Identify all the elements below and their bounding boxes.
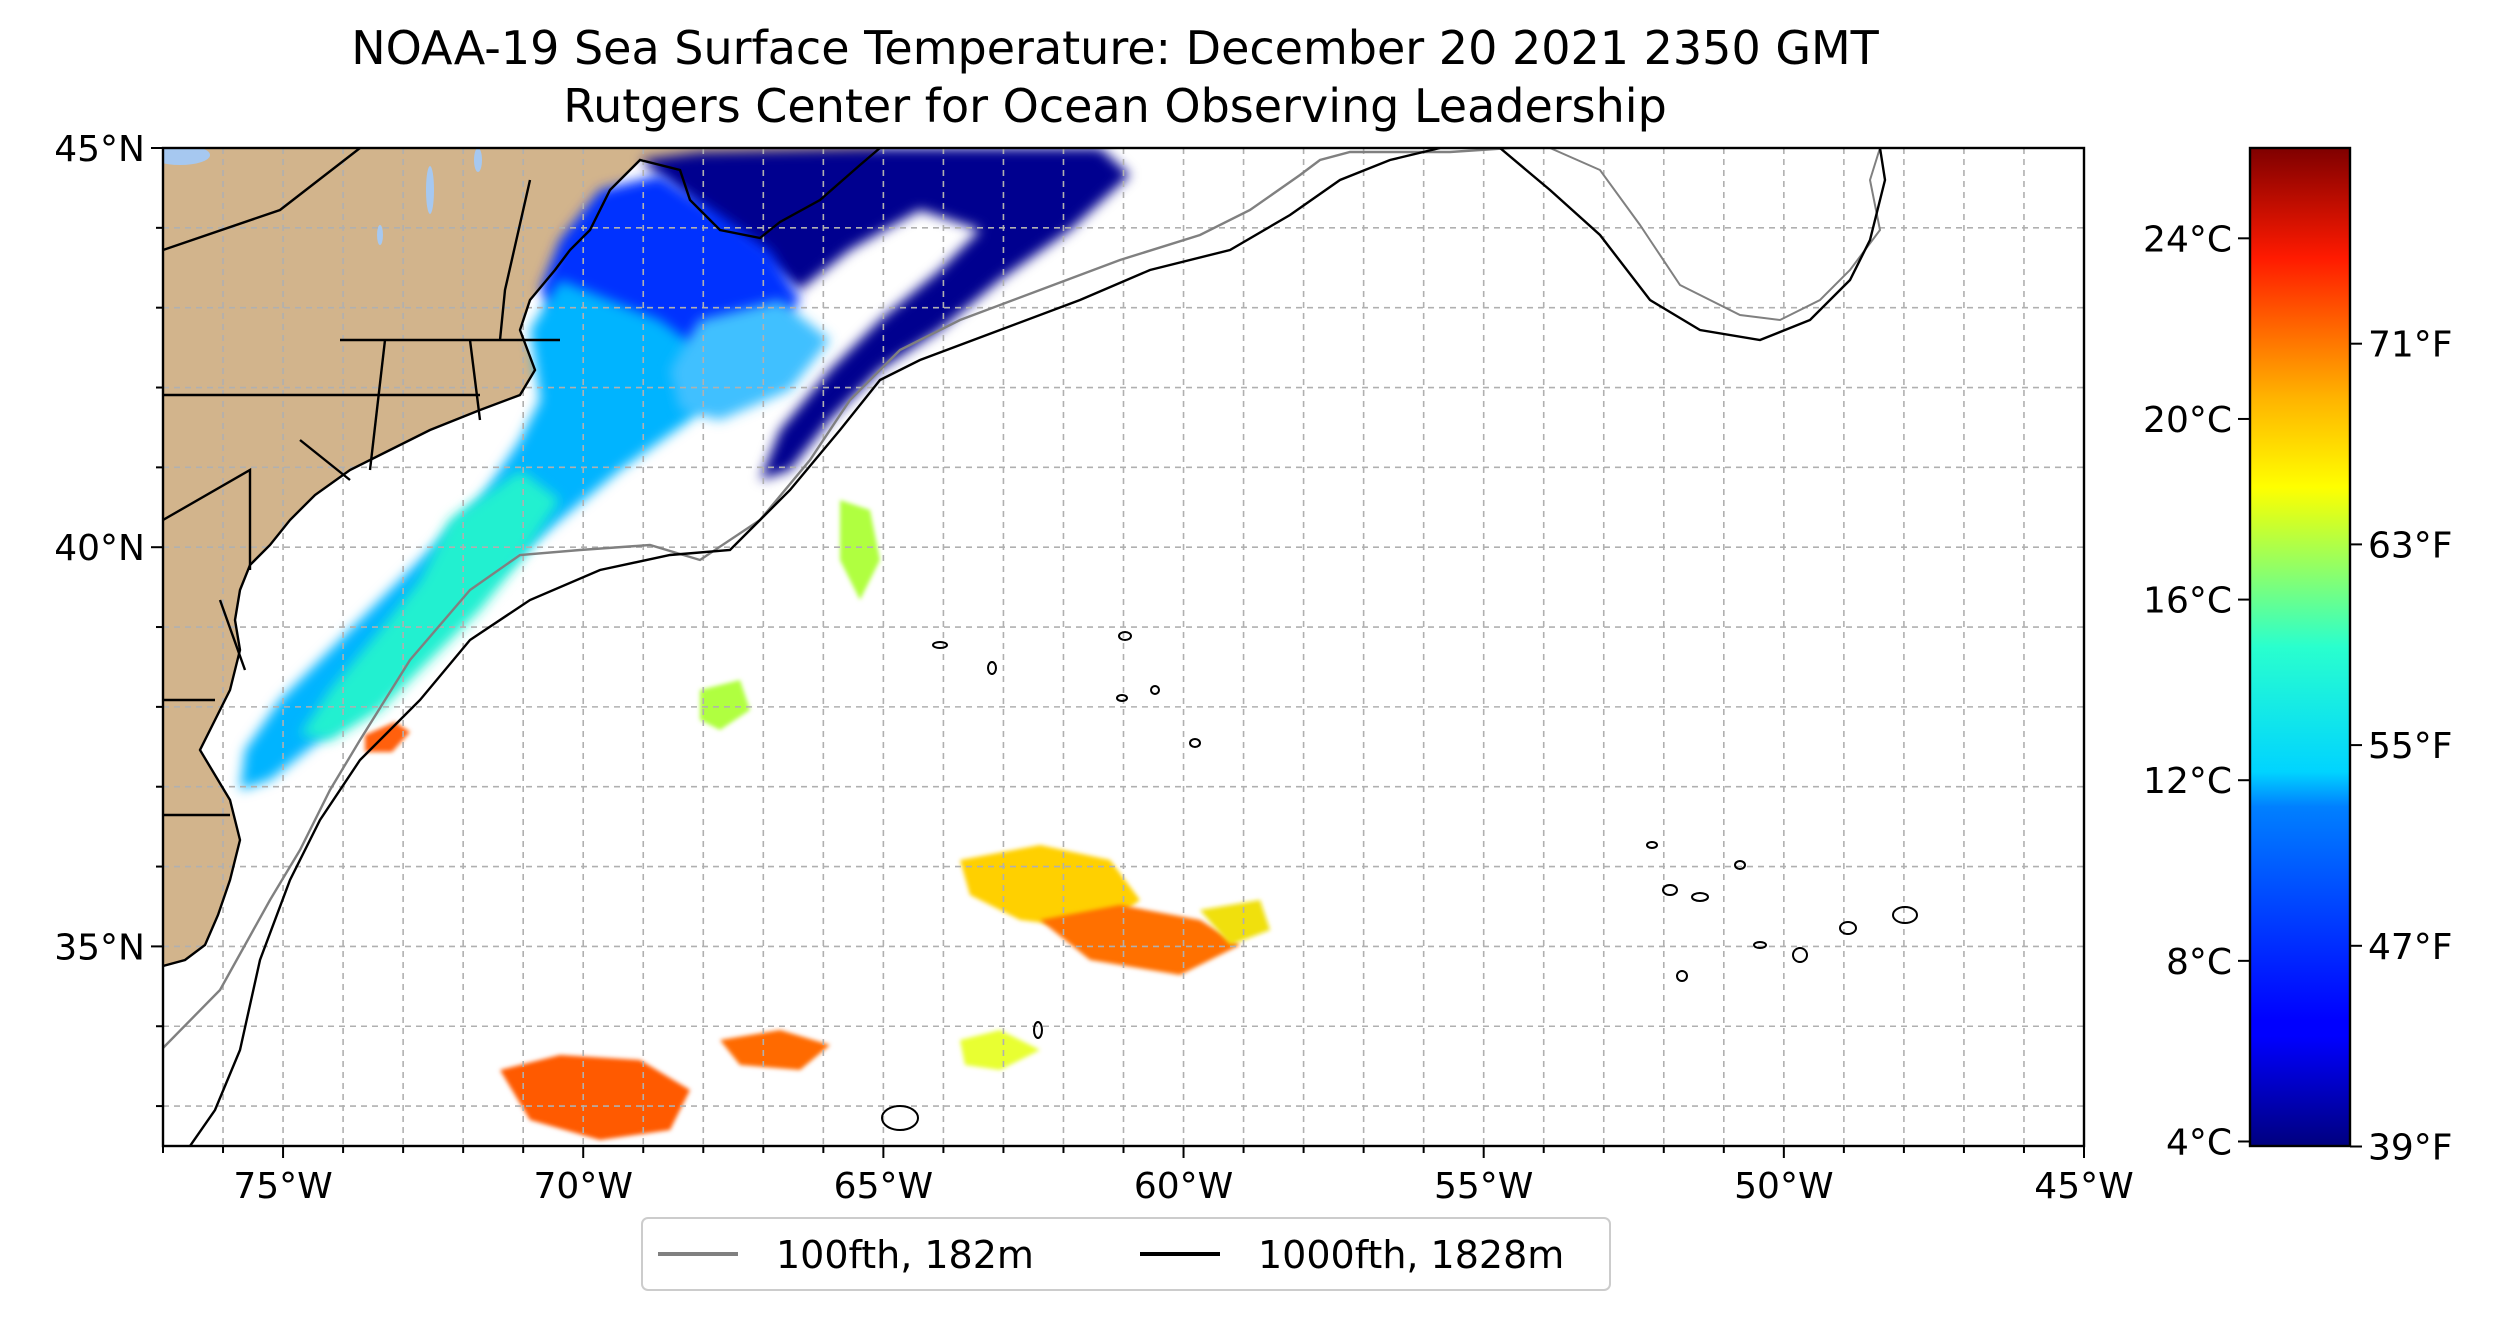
colorbar-fahrenheit-label: 71°F bbox=[2368, 325, 2453, 366]
seamount-4 bbox=[1116, 694, 1128, 702]
seamount-2 bbox=[1118, 631, 1132, 641]
seamount-13 bbox=[1753, 941, 1767, 949]
lon-tick-label: 60°W bbox=[1134, 1166, 1233, 1207]
border-4 bbox=[468, 339, 482, 421]
isobath-100fth bbox=[163, 148, 1511, 1049]
isobath-1000fth-north bbox=[1499, 148, 1887, 342]
legend-label-100fth: 100fth, 182m bbox=[776, 1233, 1034, 1277]
lon-tick-label: 70°W bbox=[534, 1166, 633, 1207]
colorbar-celsius-label: 24°C bbox=[2143, 219, 2232, 260]
border-3 bbox=[368, 339, 387, 471]
seamount-17 bbox=[1676, 970, 1688, 982]
colorbar-fahrenheit-label: 55°F bbox=[2368, 726, 2453, 767]
seamount-8 bbox=[881, 1105, 919, 1131]
lon-tick-label: 55°W bbox=[1434, 1166, 1533, 1207]
sst-cold-northern bbox=[640, 148, 1130, 480]
colorbar-celsius-label: 8°C bbox=[2166, 942, 2232, 983]
sst-light-blue-patch bbox=[670, 300, 830, 420]
sst-yellow-patch-3 bbox=[960, 1030, 1040, 1070]
seamount-3 bbox=[987, 661, 997, 675]
lon-tick-label: 45°W bbox=[2034, 1166, 2133, 1207]
border-7 bbox=[299, 439, 351, 481]
border-11 bbox=[163, 148, 361, 252]
lake-2 bbox=[377, 225, 383, 245]
lon-tick-label: 75°W bbox=[233, 1166, 332, 1207]
lat-tick-label: 40°N bbox=[54, 528, 145, 569]
isobath-1000fth bbox=[189, 148, 1441, 1146]
lon-tick-label: 65°W bbox=[834, 1166, 933, 1207]
seamount-15 bbox=[1839, 921, 1857, 935]
lake-3 bbox=[474, 148, 482, 172]
chart-subtitle: Rutgers Center for Ocean Observing Leade… bbox=[563, 79, 1667, 133]
seamount-5 bbox=[1150, 685, 1160, 695]
lat-tick-label: 35°N bbox=[54, 927, 145, 968]
colorbar-fahrenheit-label: 47°F bbox=[2368, 927, 2453, 968]
seamount-6 bbox=[1189, 738, 1201, 748]
coastline bbox=[163, 148, 881, 968]
colorbar-celsius-axis: 4°C 8°C 12°C 16°C 20°C 24°C bbox=[2143, 219, 2250, 1163]
colorbar-fahrenheit-axis: 39°F 47°F 55°F 63°F 71°F bbox=[2350, 325, 2453, 1169]
lake-1 bbox=[426, 166, 434, 214]
legend: 100fth, 182m 1000fth, 1828m bbox=[641, 1217, 1611, 1291]
border-5 bbox=[498, 179, 532, 341]
seamount-14 bbox=[1792, 947, 1808, 963]
land-mass bbox=[163, 148, 880, 966]
legend-box bbox=[641, 1217, 1611, 1291]
sst-teal-shelf bbox=[300, 470, 560, 740]
sst-green-patch-1 bbox=[700, 680, 750, 730]
colorbar-fahrenheit-label: 39°F bbox=[2368, 1128, 2453, 1169]
colorbar-celsius-label: 4°C bbox=[2166, 1122, 2232, 1163]
sst-data bbox=[240, 148, 1270, 1140]
seamounts bbox=[881, 631, 1918, 1131]
lake-4 bbox=[163, 148, 210, 165]
colorbar-celsius-label: 16°C bbox=[2143, 581, 2232, 622]
colorbar-fahrenheit-label: 63°F bbox=[2368, 525, 2453, 566]
longitude-axis: 75°W 70°W 65°W 60°W 55°W 50°W 45°W bbox=[162, 1146, 2134, 1207]
chart-title: NOAA-19 Sea Surface Temperature: Decembe… bbox=[351, 21, 1879, 75]
seamount-7 bbox=[1033, 1021, 1043, 1039]
seamount-16 bbox=[1892, 906, 1918, 924]
lon-tick-label: 50°W bbox=[1734, 1166, 1833, 1207]
colorbar-celsius-label: 20°C bbox=[2143, 400, 2232, 441]
latitude-axis: 45°N 40°N 35°N bbox=[54, 129, 163, 1108]
seamount-11 bbox=[1691, 892, 1709, 902]
sst-orange-patch-3 bbox=[720, 1030, 830, 1070]
colorbar-gradient bbox=[2248, 146, 2352, 1148]
sst-green-patch-2 bbox=[840, 500, 880, 600]
border-6 bbox=[163, 467, 252, 570]
colorbar-celsius-label: 12°C bbox=[2143, 761, 2232, 802]
sst-yellow-patch-2 bbox=[1200, 900, 1270, 945]
seamount-10 bbox=[1662, 884, 1678, 896]
lat-tick-label: 45°N bbox=[54, 129, 145, 170]
border-8 bbox=[218, 599, 247, 671]
legend-label-1000fth: 1000fth, 1828m bbox=[1258, 1233, 1564, 1277]
map-panel bbox=[163, 148, 2084, 1146]
lakes bbox=[163, 148, 482, 245]
sst-orange-patch-1 bbox=[1040, 905, 1240, 975]
seamount-9 bbox=[1646, 841, 1658, 849]
seamount-12 bbox=[1734, 860, 1746, 870]
seamount-1 bbox=[932, 641, 948, 649]
colorbar: 4°C 8°C 12°C 16°C 20°C 24°C 39°F 47°F 55°F 63°F 7… bbox=[2143, 146, 2453, 1169]
